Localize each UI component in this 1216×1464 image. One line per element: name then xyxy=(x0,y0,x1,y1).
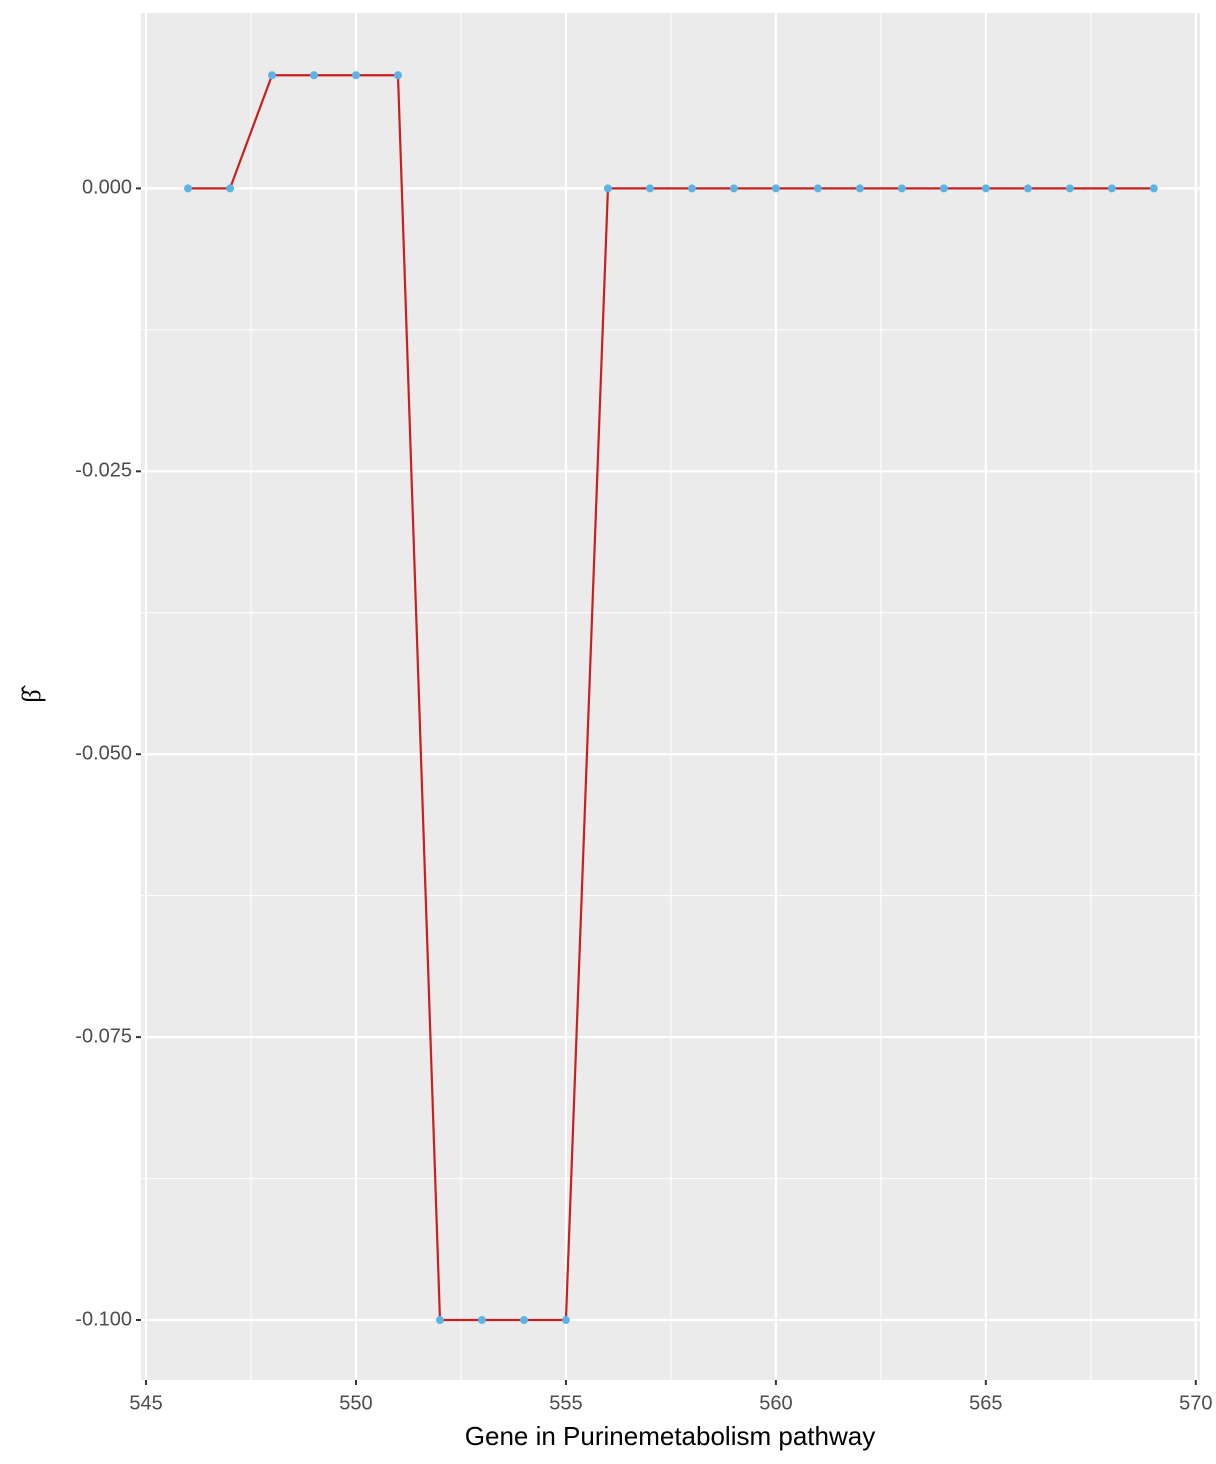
point xyxy=(1065,184,1074,193)
x-tick-label: 560 xyxy=(759,1392,792,1414)
point xyxy=(813,184,822,193)
y-tick-label: -0.025 xyxy=(75,460,132,482)
grid xyxy=(141,13,1200,1380)
y-tick-label: -0.075 xyxy=(75,1025,132,1047)
y-tick-label: 0.000 xyxy=(82,177,132,199)
point xyxy=(1023,184,1032,193)
x-tick-label: 545 xyxy=(129,1392,162,1414)
point xyxy=(1149,184,1158,193)
point xyxy=(184,184,193,193)
point xyxy=(310,71,319,80)
point xyxy=(226,184,235,193)
point xyxy=(939,184,948,193)
x-tick-label: 570 xyxy=(1179,1392,1212,1414)
line xyxy=(188,74,1154,1322)
y-axis-title: β̂ xyxy=(17,684,46,702)
point xyxy=(771,184,780,193)
point xyxy=(393,71,402,80)
y-tick-label: -0.100 xyxy=(75,1308,132,1330)
point xyxy=(519,1316,528,1325)
point xyxy=(645,184,654,193)
point xyxy=(351,71,360,80)
point xyxy=(897,184,906,193)
point xyxy=(855,184,864,193)
point xyxy=(981,184,990,193)
x-tick-label: 550 xyxy=(339,1392,372,1414)
marks xyxy=(184,71,1158,1325)
y-tick-label: -0.050 xyxy=(75,742,132,764)
point xyxy=(1107,184,1116,193)
point xyxy=(268,71,277,80)
x-tick-label: 565 xyxy=(969,1392,1002,1414)
x-tick-label: 555 xyxy=(549,1392,582,1414)
point xyxy=(477,1316,486,1325)
point xyxy=(729,184,738,193)
point xyxy=(561,1316,570,1325)
point xyxy=(435,1316,444,1325)
point xyxy=(687,184,696,193)
x-axis-title: Gene in Purinemetabolism pathway xyxy=(465,1421,875,1451)
point xyxy=(603,184,612,193)
